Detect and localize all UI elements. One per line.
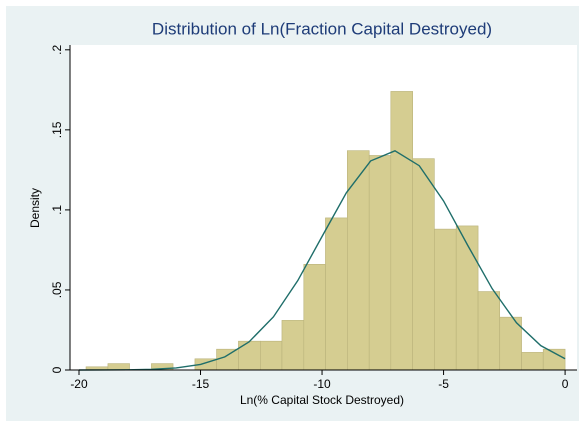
bar: [107, 363, 130, 371]
x-tick-label: -5: [438, 377, 449, 391]
density-curve: [78, 150, 566, 371]
y-tick-label: 0: [50, 366, 64, 373]
bar: [325, 217, 348, 371]
bar: [477, 291, 501, 371]
bar: [303, 264, 326, 371]
bar: [260, 340, 283, 371]
bar: [281, 320, 305, 371]
x-tick-label: -10: [313, 377, 331, 391]
y-tick-label: .15: [50, 121, 64, 138]
bar: [455, 225, 479, 371]
y-axis-label: Density: [28, 188, 42, 228]
x-tick-label: -20: [70, 377, 88, 391]
y-tick-label: .2: [50, 44, 64, 54]
bar: [390, 91, 413, 371]
y-tick-label: .05: [50, 281, 64, 298]
x-axis-label: Ln(% Capital Stock Destroyed): [240, 393, 404, 407]
bar: [412, 158, 435, 371]
chart-title: Distribution of Ln(Fraction Capital Dest…: [152, 19, 492, 38]
bar: [347, 150, 370, 371]
bar: [216, 348, 239, 371]
bar: [521, 352, 544, 371]
y-tick-label: .1: [50, 205, 64, 215]
x-tick-label: -15: [192, 377, 210, 391]
x-tick-label: 0: [562, 377, 569, 391]
bar: [238, 340, 261, 371]
bar: [434, 228, 457, 371]
bar: [368, 155, 392, 371]
